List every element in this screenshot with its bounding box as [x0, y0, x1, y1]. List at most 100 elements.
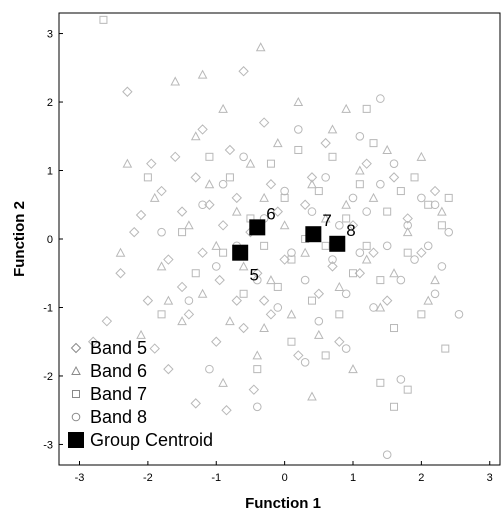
band-6-point — [170, 76, 181, 86]
band-6-point — [266, 275, 276, 285]
centroid-layer: 5 6 78 — [232, 204, 356, 285]
band-5-point — [320, 137, 331, 149]
band-8-point — [382, 241, 392, 251]
band-6-point — [341, 199, 351, 209]
legend: Band 5 Band 6 Band 7 Band 8 Group Centroid — [68, 338, 213, 450]
ticks-layer: -3 -2 -1 0 1 2 3 -3 -2 -1 0 1 2 3 — [43, 29, 493, 484]
band-7-point — [403, 248, 412, 257]
band-5-point — [265, 309, 277, 320]
band-5-point — [306, 172, 318, 183]
band-8-point — [417, 193, 426, 203]
band-7-point — [321, 241, 330, 250]
band-5-point — [149, 343, 160, 354]
band-8-point — [376, 94, 385, 103]
band-6-point — [211, 240, 222, 250]
band-6-point — [190, 131, 201, 141]
x-tick-label: 2 — [418, 472, 424, 484]
band-7-point — [335, 310, 344, 319]
band-6-point — [238, 261, 249, 271]
band-5-point — [142, 295, 154, 306]
band-5-point — [388, 172, 400, 183]
band-5-point — [190, 398, 201, 409]
y-tick-label: -2 — [43, 371, 53, 383]
band-8-point — [369, 303, 378, 312]
band-5-point — [334, 336, 345, 347]
band-8-point — [294, 125, 303, 134]
band-8-point — [314, 316, 324, 326]
y-tick-label: -1 — [43, 302, 53, 314]
centroid-label-8: 8 — [346, 221, 355, 240]
band-8-point — [300, 357, 310, 367]
band-6-point — [252, 350, 263, 360]
band-8-point — [252, 275, 262, 285]
band-6-point — [430, 275, 440, 285]
group-centroid-6 — [249, 219, 266, 236]
band-6-point — [115, 247, 126, 257]
band-8-point — [430, 289, 440, 299]
band-6-point — [225, 316, 235, 326]
band-7-point — [328, 152, 337, 161]
band-5-point — [221, 405, 232, 416]
band-8-point — [355, 248, 365, 257]
band-6-point — [334, 281, 345, 291]
band-8-point — [396, 375, 406, 384]
centroid-label-6: 6 — [266, 204, 275, 223]
band-6-point — [197, 69, 208, 79]
band-7-point — [441, 344, 450, 353]
x-tick-label: -3 — [75, 472, 85, 484]
band-8-point — [198, 200, 207, 210]
band-8-point — [403, 221, 412, 230]
band-5-point — [170, 151, 181, 163]
plot-area — [58, 12, 501, 466]
x-axis-label: Function 1 — [245, 495, 321, 512]
band-8-point — [184, 296, 194, 305]
band-6-point — [149, 192, 160, 202]
band-5-point — [248, 384, 260, 395]
band-6-point — [368, 192, 379, 202]
band-7-point — [260, 241, 269, 250]
band-8-point — [444, 227, 454, 237]
band-7-point — [437, 221, 446, 230]
band-5-point — [224, 144, 236, 156]
x-tick-label: -2 — [143, 472, 153, 484]
legend-marker-band-7 — [72, 390, 80, 398]
band-5-point — [238, 322, 249, 334]
group-centroid-7 — [305, 226, 322, 243]
band-5-point — [272, 206, 283, 217]
band-5-point — [146, 158, 157, 169]
band-6-point — [184, 220, 194, 230]
legend-marker-band-6 — [71, 365, 81, 375]
band-6-point — [293, 96, 304, 107]
band-8-point — [454, 310, 464, 319]
band-5-point — [429, 185, 441, 197]
band-6-point — [245, 158, 256, 168]
band-7-point — [355, 180, 364, 189]
band-8-point — [430, 200, 440, 210]
band-7-point — [396, 187, 405, 196]
band-8-point — [348, 193, 358, 203]
band-6-point — [375, 302, 386, 312]
band-6-point — [355, 165, 365, 175]
band-5-point — [214, 274, 225, 286]
band-8-point — [218, 179, 228, 189]
band-8-point — [376, 179, 385, 189]
band-8-point — [307, 207, 317, 216]
band-5-point — [238, 66, 249, 77]
band-6-point — [361, 254, 372, 264]
band-7-point — [178, 228, 187, 237]
band-7-point — [376, 378, 385, 387]
band-7-point — [321, 351, 330, 360]
legend-label-band-8: Band 8 — [90, 407, 147, 427]
legend-label-group-centroid: Group Centroid — [90, 430, 213, 450]
band-5-point — [252, 268, 263, 279]
band-5-point — [361, 158, 372, 169]
band-8-point — [355, 131, 365, 141]
points-layer — [87, 15, 464, 460]
band-5-point — [122, 86, 133, 97]
band-8-point — [321, 173, 330, 182]
band-7-point — [314, 187, 323, 196]
band-7-point — [294, 145, 303, 154]
band-6-point — [197, 288, 208, 298]
legend-label-band-5: Band 5 — [90, 338, 147, 358]
